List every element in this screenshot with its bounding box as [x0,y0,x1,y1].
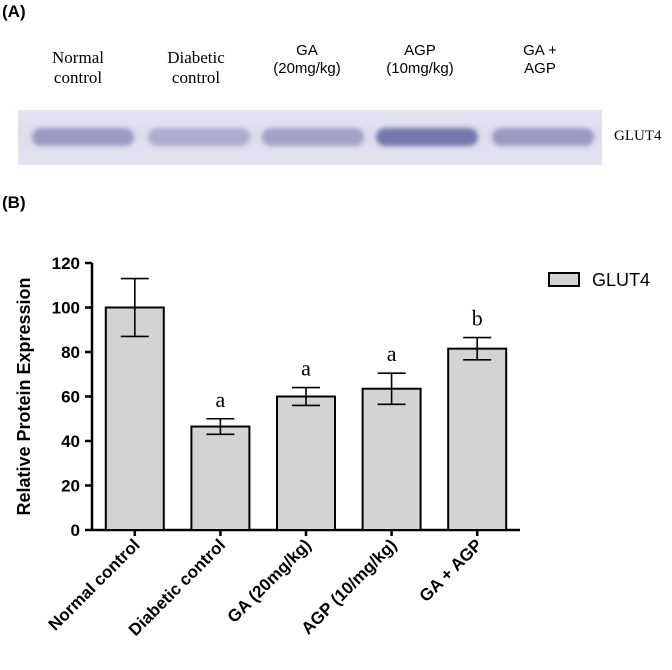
x-tick-label: AGP (10/mg/kg) [298,535,401,638]
blot-lane-label: Diabetic control [167,48,225,87]
blot-band [376,128,478,146]
y-tick-label: 40 [61,432,80,451]
bar [104,306,165,531]
y-tick-label: 80 [61,343,80,362]
blot-band [492,128,594,146]
blot-protein-label: GLUT4 [614,128,662,144]
legend-swatch [548,272,580,287]
bar [276,395,336,531]
blot-lane-label: GA (20mg/kg) [273,42,341,77]
significance-label: a [387,341,397,366]
blot-band [148,128,250,146]
western-blot-image [18,110,602,165]
y-tick-label: 0 [71,521,80,540]
y-tick-label: 120 [52,254,80,273]
y-tick-label: 60 [61,388,80,407]
y-tick-label: 20 [61,477,80,496]
legend-label: GLUT4 [592,270,650,290]
significance-label: a [301,356,311,381]
blot-band [262,128,364,146]
y-axis-label: Relative Protein Expression [14,277,34,515]
bar [447,347,508,531]
blot-lane-label: AGP (10mg/kg) [386,42,454,77]
x-tick-label: Normal control [45,535,144,634]
blot-lane-label: GA + AGP [523,42,557,77]
blot-lane-label: Normal control [52,48,104,87]
x-tick-label: GA + AGP [416,535,486,605]
panel-a-label: (A) [2,2,26,21]
panel-b-label: (B) [2,193,26,212]
blot-band [32,128,134,146]
significance-label: a [216,387,226,412]
y-tick-label: 100 [52,299,80,318]
bar [361,387,422,531]
x-tick-label: GA (20mg/kg) [224,535,315,626]
bar [190,425,251,532]
significance-label: b [472,306,483,331]
